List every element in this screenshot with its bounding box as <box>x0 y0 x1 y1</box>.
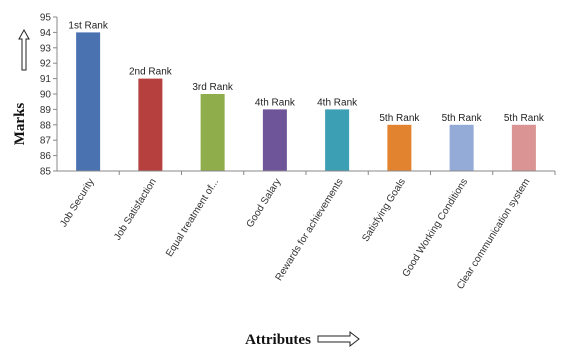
bar-data-label: 5th Rank <box>379 113 420 124</box>
x-axis-title: Attributes <box>245 332 311 348</box>
bar-data-label: 4th Rank <box>317 97 358 108</box>
bar <box>325 109 350 171</box>
bar-data-label: 5th Rank <box>442 113 483 124</box>
right-arrow-icon <box>317 330 360 348</box>
x-category-label: Job Satisfaction <box>112 177 159 243</box>
y-axis: 85 86 87 88 89 90 91 92 93 94 95 <box>40 13 58 178</box>
y-axis-title-group: Marks <box>12 28 30 146</box>
y-tick-label: 90 <box>40 90 52 101</box>
bar <box>138 78 163 171</box>
x-category-label: Clear communication system <box>455 177 532 292</box>
y-tick-label: 89 <box>40 105 52 116</box>
x-axis: Job Security Job Satisfaction Equal treatm… <box>57 170 556 292</box>
bars: 1st Rank 2nd Rank 3rd Rank 4th Rank 4th Rank… <box>68 20 545 172</box>
y-axis-title: Marks <box>12 103 28 146</box>
y-tick-label: 93 <box>40 43 52 54</box>
x-category-label: Job Security <box>58 177 96 229</box>
x-category-label: Good Working Conditions <box>401 177 471 279</box>
bar <box>262 109 287 171</box>
bar-data-label: 3rd Rank <box>192 82 234 93</box>
x-category-label: Rewards for achievements <box>274 177 346 283</box>
up-arrow-icon <box>18 28 30 71</box>
x-category-label: Satisfying Goals <box>360 177 408 244</box>
bar <box>200 94 225 171</box>
bar <box>449 124 474 171</box>
y-tick-label: 95 <box>40 13 52 24</box>
bar <box>76 32 101 172</box>
bar-data-label: 4th Rank <box>255 97 296 108</box>
y-tick-label: 94 <box>40 28 52 39</box>
x-category-label: Good Salary <box>245 177 284 230</box>
bar-data-label: 1st Rank <box>68 20 108 31</box>
y-tick-label: 87 <box>40 136 52 147</box>
y-tick-label: 88 <box>40 120 52 131</box>
x-category-label: Equal treatment of... <box>164 177 221 259</box>
y-tick-label: 86 <box>40 151 52 162</box>
x-axis-title-group: Attributes <box>245 330 360 348</box>
y-tick-label: 92 <box>40 59 52 70</box>
bar <box>387 124 412 171</box>
bar-data-label: 2nd Rank <box>129 67 173 78</box>
bar <box>511 124 536 171</box>
y-tick-label: 85 <box>40 167 52 178</box>
y-tick-label: 91 <box>40 74 52 85</box>
bar-data-label: 5th Rank <box>504 113 545 124</box>
